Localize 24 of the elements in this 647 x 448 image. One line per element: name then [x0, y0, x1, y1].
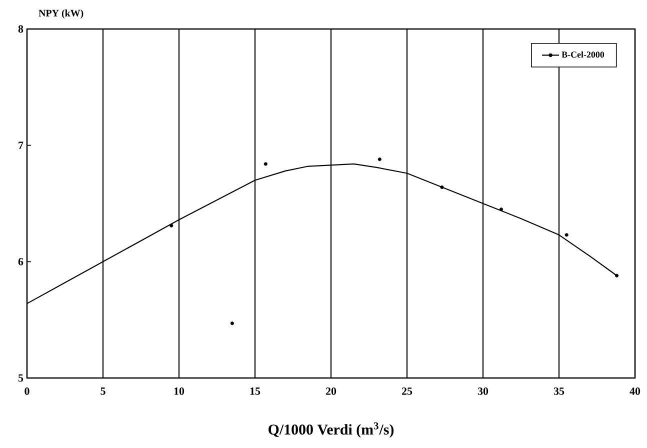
x-tick-label: 30 — [478, 388, 488, 395]
x-tick-label: 35 — [554, 388, 564, 395]
y-tick-label: 8 — [18, 25, 24, 33]
y-axis-title: NPY (kW) — [38, 9, 84, 19]
point — [440, 185, 444, 190]
x-tick-label: 40 — [630, 388, 640, 395]
x-tick-label: 0 — [24, 388, 30, 395]
x-axis-title: Q/1000 Verdi (m$^{3}$/s) — [268, 422, 394, 438]
legend-label: B-Cel-2000 — [562, 51, 604, 58]
point — [564, 233, 568, 237]
point — [378, 157, 382, 162]
y-tick-label: 5 — [18, 374, 24, 382]
point — [614, 274, 619, 278]
x-tick-label: 15 — [250, 387, 260, 395]
x-tick-label: 5 — [100, 388, 106, 395]
x-tick-label: 10 — [174, 388, 184, 395]
point — [264, 162, 268, 166]
x-tick-label: 20 — [326, 388, 336, 395]
y-tick-label: 6 — [18, 258, 24, 266]
point — [230, 322, 234, 326]
point — [170, 224, 174, 228]
point — [499, 208, 504, 212]
y-tick-label: 7 — [18, 142, 24, 149]
x-tick-label: 25 — [402, 388, 412, 395]
